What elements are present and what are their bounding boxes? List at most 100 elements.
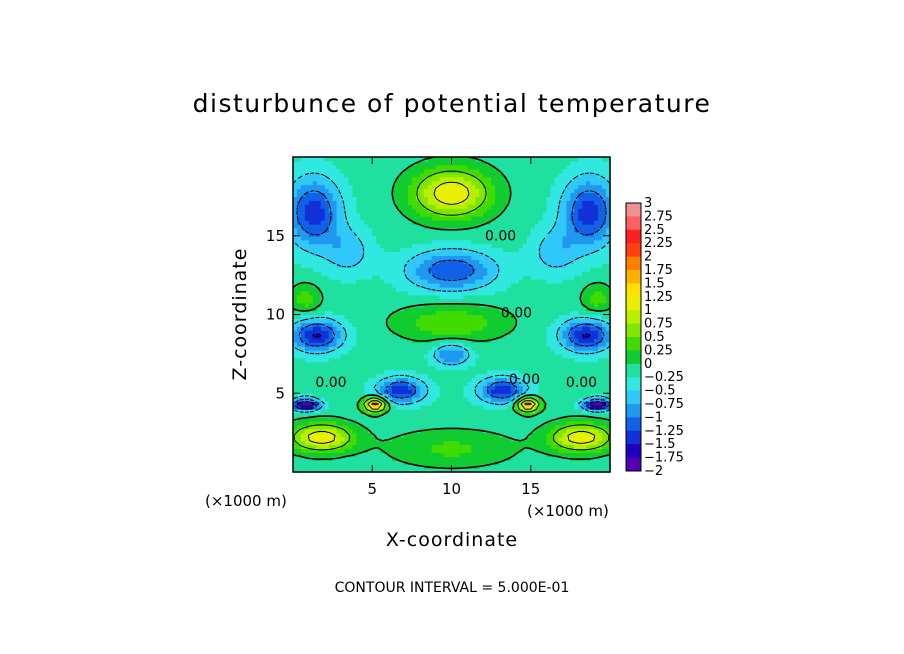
heatmap-cell <box>479 322 484 327</box>
heatmap-cell <box>376 267 381 272</box>
heatmap-cell <box>372 440 377 446</box>
heatmap-cell <box>455 334 461 339</box>
heatmap-cell <box>348 444 354 449</box>
heatmap-cell <box>471 326 476 331</box>
heatmap-cell <box>419 204 425 209</box>
heatmap-cell <box>499 389 504 394</box>
heatmap-cell <box>316 212 322 217</box>
heatmap-cell <box>312 192 318 197</box>
heatmap-cell <box>300 176 306 182</box>
heatmap-cell <box>324 176 330 182</box>
heatmap-cell <box>475 294 480 300</box>
heatmap-cell <box>336 334 342 339</box>
heatmap-cell <box>328 176 334 182</box>
heatmap-cell <box>380 436 385 442</box>
heatmap-cell <box>300 298 306 304</box>
heatmap-cell <box>344 212 350 217</box>
heatmap-cell <box>431 204 437 209</box>
heatmap-cell <box>455 223 461 229</box>
heatmap-cell <box>328 322 334 327</box>
heatmap-cell <box>352 239 357 245</box>
heatmap-cell <box>308 334 314 339</box>
heatmap-cell <box>427 235 433 241</box>
heatmap-cell <box>530 192 536 197</box>
heatmap-cell <box>526 464 532 469</box>
heatmap-cell <box>372 381 377 386</box>
heatmap-cell <box>447 208 453 213</box>
heatmap-cell <box>451 279 457 284</box>
heatmap-cell <box>534 416 540 422</box>
heatmap-cell <box>491 192 496 197</box>
heatmap-cell <box>522 239 528 245</box>
heatmap-cell <box>407 346 413 351</box>
heatmap-cell <box>340 424 346 430</box>
heatmap-cell <box>364 436 369 442</box>
heatmap-cell <box>483 397 488 402</box>
heatmap-cell <box>384 416 389 422</box>
heatmap-cell <box>340 176 346 182</box>
heatmap-cell <box>451 251 457 257</box>
heatmap-cell <box>475 310 480 316</box>
heatmap-cell <box>463 267 468 272</box>
heatmap-cell <box>506 322 512 327</box>
heatmap-cell <box>499 255 504 260</box>
heatmap-cell <box>530 176 536 182</box>
heatmap-cell <box>495 294 500 300</box>
heatmap-cell <box>328 271 334 276</box>
heatmap-cell <box>487 286 492 292</box>
heatmap-cell <box>308 468 314 473</box>
heatmap-cell <box>403 184 409 190</box>
heatmap-cell <box>344 294 350 300</box>
heatmap-cell <box>328 290 334 296</box>
heatmap-cell <box>388 377 393 383</box>
heatmap-cell <box>427 401 433 406</box>
heatmap-cell <box>376 223 381 229</box>
heatmap-cell <box>499 440 504 446</box>
heatmap-cell <box>530 338 536 343</box>
heatmap-cell <box>526 326 532 331</box>
heatmap-cell <box>336 342 342 347</box>
heatmap-cell <box>467 460 472 465</box>
heatmap-cell <box>388 279 393 284</box>
heatmap-cell <box>403 294 409 300</box>
heatmap-cell <box>296 468 302 473</box>
heatmap-cell <box>503 168 508 174</box>
heatmap-cell <box>491 353 496 359</box>
heatmap-cell <box>320 267 326 272</box>
heatmap-cell <box>396 196 401 201</box>
heatmap-cell <box>439 216 445 221</box>
heatmap-cell <box>447 306 453 312</box>
heatmap-cell <box>479 298 484 304</box>
heatmap-cell <box>514 160 520 166</box>
heatmap-cell <box>423 349 429 355</box>
heatmap-cell <box>479 283 484 288</box>
heatmap-cell <box>427 168 433 174</box>
heatmap-cell <box>526 448 532 453</box>
heatmap-cell <box>411 188 417 194</box>
heatmap-cell <box>316 346 322 351</box>
heatmap-cell <box>328 330 334 335</box>
heatmap-cell <box>475 212 480 217</box>
heatmap-cell <box>388 176 393 182</box>
heatmap-cell <box>526 176 532 182</box>
heatmap-cell <box>340 168 346 174</box>
heatmap-cell <box>495 322 500 327</box>
heatmap-cell <box>392 164 397 170</box>
heatmap-cell <box>479 176 484 182</box>
heatmap-cell <box>360 377 365 383</box>
heatmap-cell <box>304 314 310 320</box>
heatmap-cell <box>399 428 405 434</box>
heatmap-cell <box>403 334 409 339</box>
heatmap-cell <box>451 330 457 335</box>
heatmap-cell <box>348 290 354 296</box>
heatmap-cell <box>368 310 373 316</box>
heatmap-cell <box>407 397 413 402</box>
heatmap-cell <box>372 247 377 253</box>
heatmap-cell <box>530 223 536 229</box>
heatmap-cell <box>399 452 405 457</box>
heatmap-cell <box>439 302 445 308</box>
heatmap-cell <box>304 168 310 174</box>
heatmap-cell <box>419 468 425 473</box>
heatmap-cell <box>503 247 508 253</box>
